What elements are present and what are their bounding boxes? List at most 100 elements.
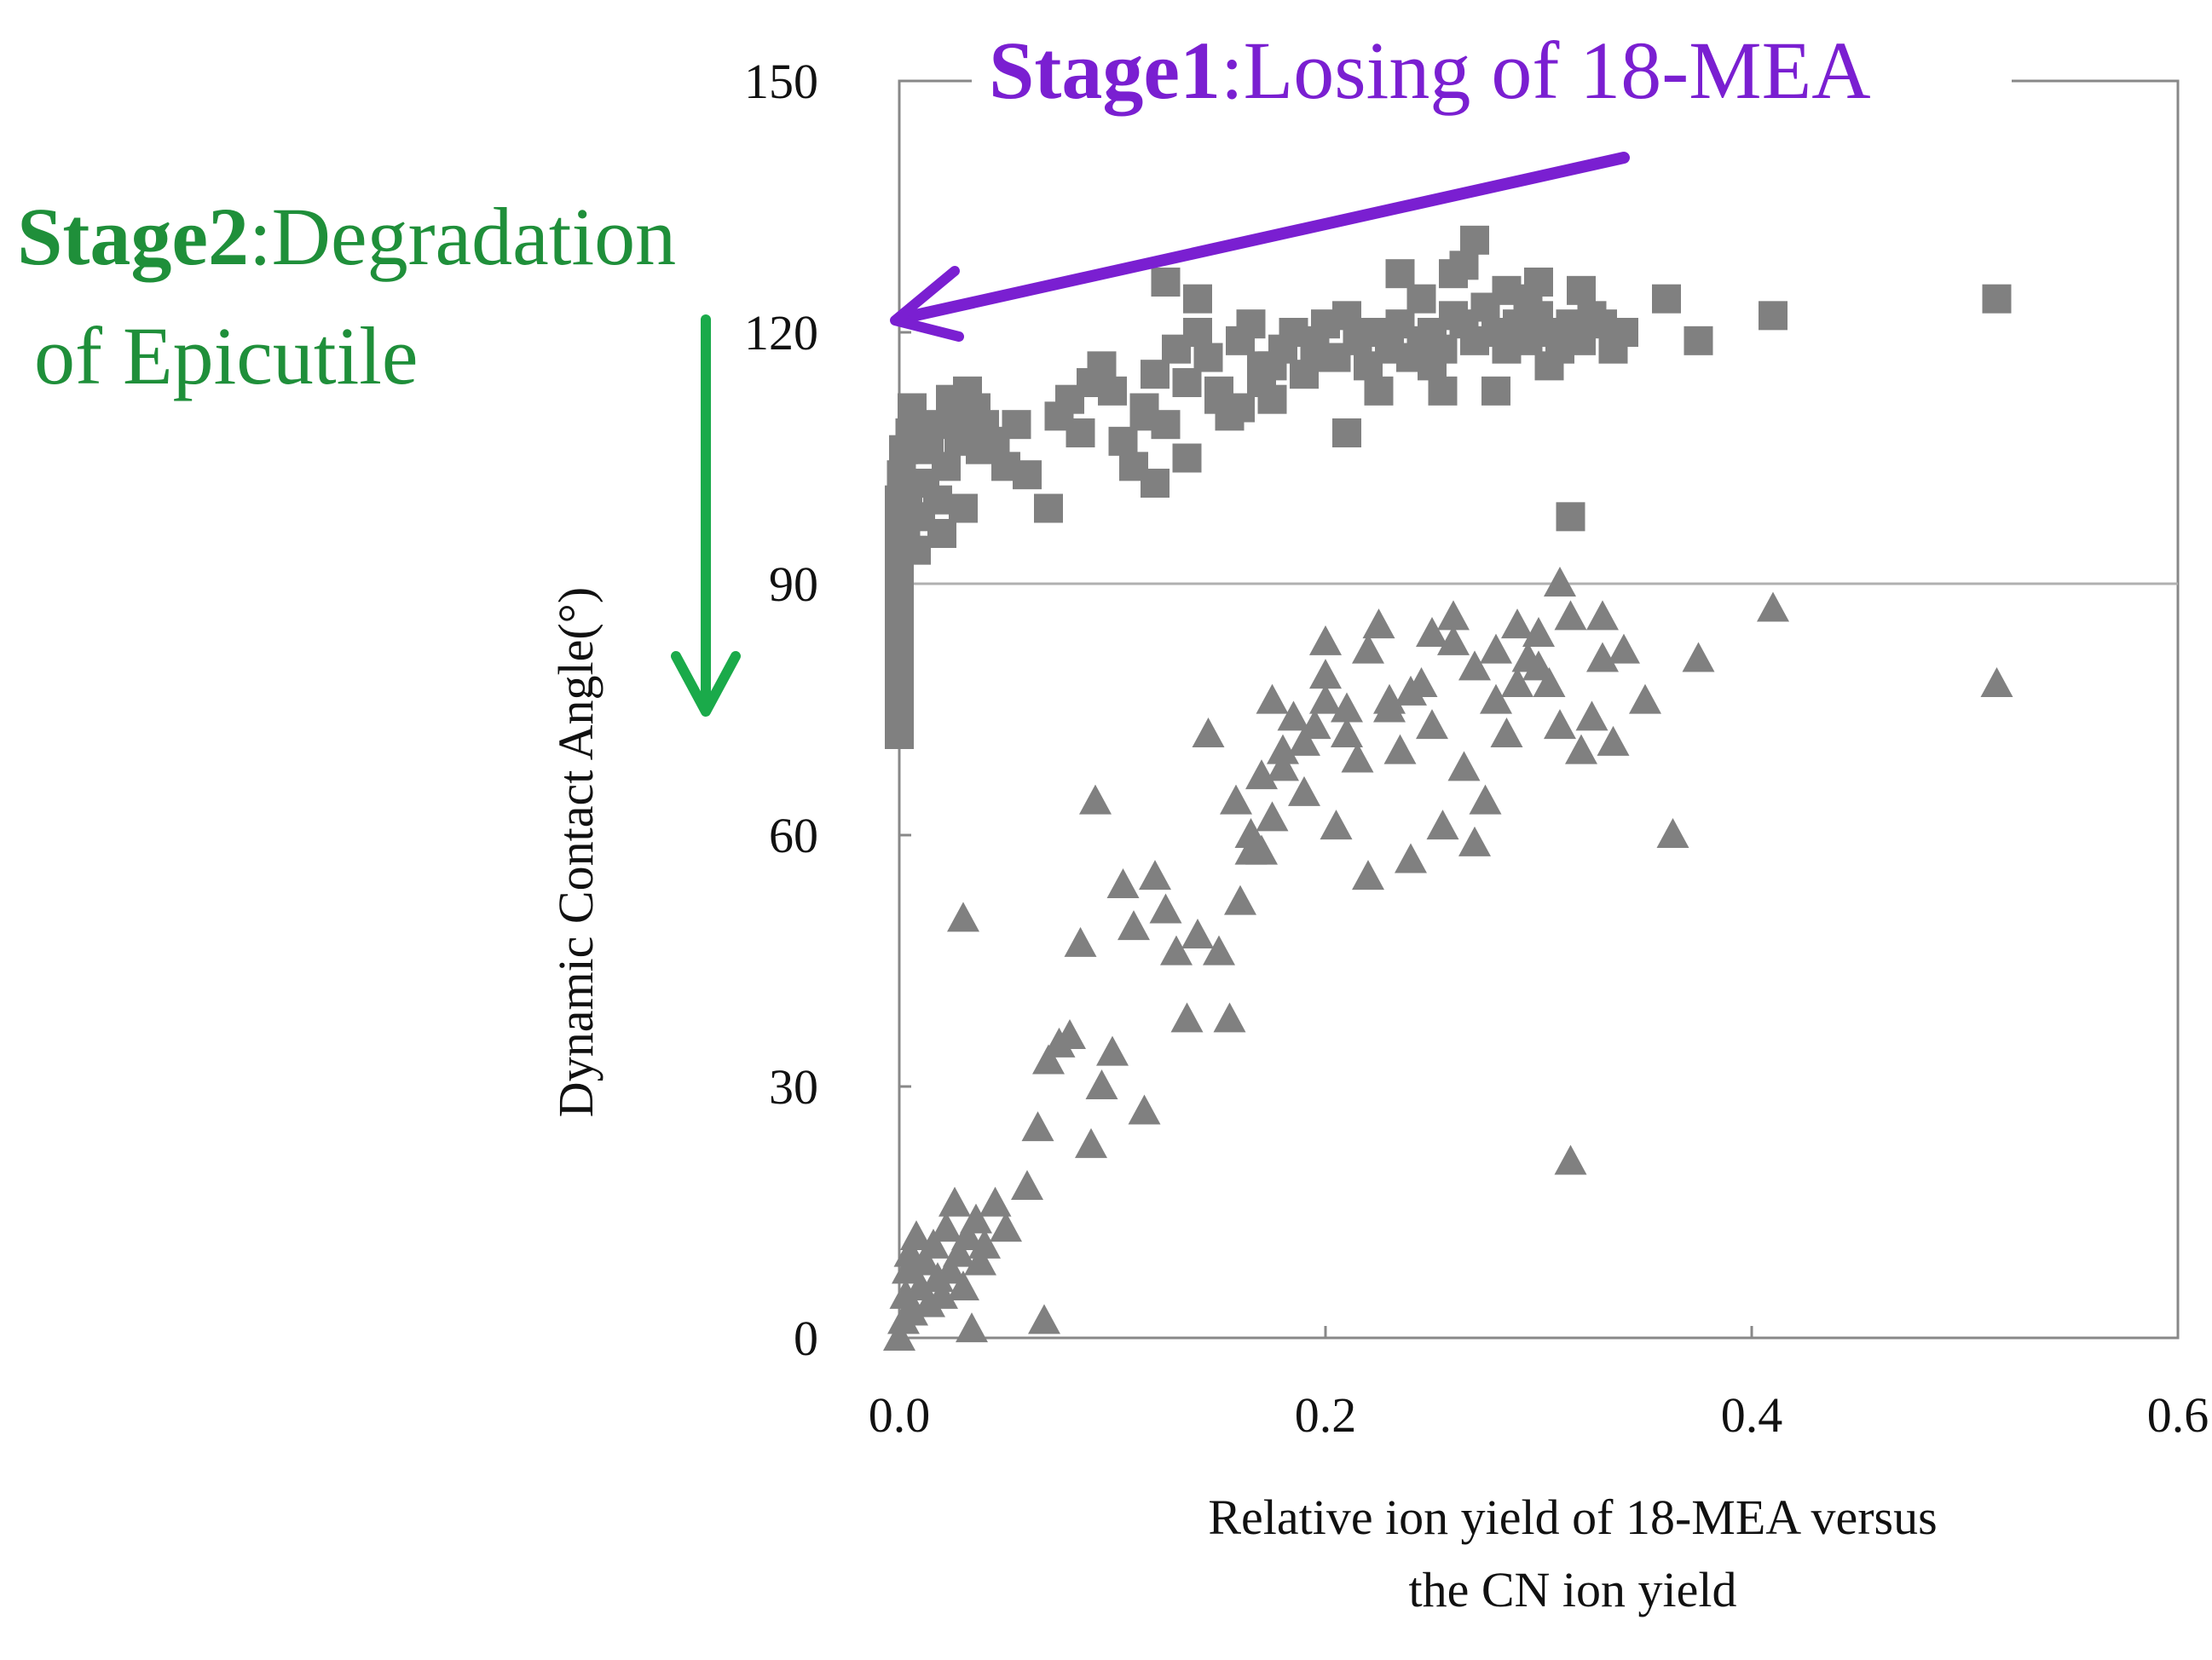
triangle-point (1139, 860, 1171, 891)
triangle-point (1341, 742, 1374, 773)
triangle-point (1416, 709, 1448, 740)
stage2-label-text: :Degradation (249, 191, 676, 282)
y-tick-label: 60 (769, 808, 818, 863)
stage1-label: Stage1:Losing of 18-MEA (989, 25, 1871, 116)
square-point (1141, 360, 1170, 389)
square-point (1460, 225, 1489, 255)
square-point (1193, 343, 1223, 372)
triangle-point (964, 1245, 996, 1276)
stage1-label-background (972, 26, 2012, 124)
triangle-point (1544, 567, 1576, 597)
square-point (1684, 326, 1713, 355)
triangle-point (1256, 683, 1289, 714)
triangle-point (968, 1228, 1001, 1259)
triangle-point (1480, 633, 1512, 664)
triangle-point (1192, 718, 1225, 747)
square-point (1013, 460, 1042, 490)
triangle-point (917, 1228, 950, 1259)
y-axis-title: Dynamic Contact Angle(°) (548, 587, 604, 1117)
triangle-point (1331, 692, 1363, 723)
triangle-point (1309, 659, 1342, 689)
triangle-point (892, 1254, 924, 1284)
triangle-point (1480, 683, 1512, 714)
triangle-point (1522, 617, 1555, 647)
square-point (932, 452, 961, 481)
square-point (1534, 351, 1564, 381)
triangle-point (1267, 751, 1299, 781)
y-tick-label: 150 (744, 54, 818, 109)
square-point (1513, 284, 1543, 314)
triangle-point (1320, 810, 1353, 840)
x-tick-label: 0.6 (2147, 1387, 2209, 1443)
triangle-point (1447, 751, 1481, 781)
triangle-point (1309, 625, 1342, 655)
triangle-point (1170, 1002, 1204, 1033)
triangle-point (943, 1236, 975, 1267)
triangle-point (1032, 1044, 1065, 1075)
triangle-point (1288, 775, 1320, 806)
square-point (949, 493, 978, 523)
data-points (883, 225, 2013, 1351)
square-point (1982, 284, 2012, 314)
square-point (1332, 418, 1361, 447)
square-point (1236, 309, 1266, 339)
triangle-point (1437, 625, 1470, 655)
triangle-point (1118, 910, 1150, 941)
square-point (1172, 443, 1202, 473)
triangle-point (939, 1186, 971, 1217)
triangle-point (1575, 700, 1608, 731)
triangle-point (1554, 1144, 1587, 1175)
square-point (1098, 376, 1127, 406)
square-point (1652, 284, 1681, 314)
triangle-point (1160, 935, 1193, 965)
triangle-point (1533, 667, 1566, 697)
triangle-point (951, 1220, 984, 1250)
triangle-point (1501, 667, 1533, 697)
square-point (927, 519, 956, 548)
triangle-point (1426, 810, 1459, 840)
square-point (1385, 259, 1415, 289)
triangle-point (1469, 784, 1502, 815)
triangle-point (1128, 1094, 1161, 1125)
triangle-point (1362, 608, 1395, 639)
triangle-point (1565, 734, 1597, 764)
triangle-point (947, 1271, 979, 1300)
stage2-label-bold: Stage2 (17, 191, 249, 282)
triangle-point (1757, 591, 1789, 622)
triangle-point (1608, 633, 1640, 664)
triangle-point (913, 1287, 945, 1317)
square-point (1364, 376, 1394, 406)
triangle-point (1288, 725, 1320, 756)
triangle-point (947, 902, 979, 932)
square-point (1108, 426, 1138, 456)
triangle-point (990, 1212, 1022, 1242)
stage1-label-text: :Losing of 18-MEA (1221, 25, 1871, 116)
triangle-point (1437, 600, 1470, 631)
stage2-label-line2: of Epicutile (34, 310, 419, 401)
y-tick-label: 0 (794, 1311, 818, 1366)
triangle-point (1373, 683, 1406, 714)
x-axis-title-line2: the CN ion yield (1408, 1562, 1736, 1617)
square-point (1002, 410, 1031, 440)
triangle-point (1075, 1127, 1107, 1158)
square-point (1151, 268, 1181, 297)
x-axis-title-line1: Relative ion yield of 18-MEA versus (1208, 1490, 1937, 1545)
square-point (1406, 284, 1436, 314)
triangle-point (1586, 600, 1619, 631)
square-point (1598, 334, 1628, 364)
triangle-point (1028, 1304, 1060, 1334)
x-tick-label: 0.2 (1295, 1387, 1357, 1443)
square-point (1066, 418, 1095, 447)
stage1-label-bold: Stage1 (989, 25, 1221, 116)
triangle-point (909, 1245, 941, 1276)
square-point (1759, 301, 1788, 331)
triangle-point (1277, 700, 1310, 731)
triangle-point (1011, 1170, 1043, 1200)
triangle-point (926, 1278, 958, 1309)
square-point (1343, 318, 1372, 347)
triangle-point (1383, 734, 1417, 764)
triangle-point (1458, 826, 1491, 856)
triangle-point (1106, 868, 1140, 898)
triangle-point (1586, 642, 1619, 672)
